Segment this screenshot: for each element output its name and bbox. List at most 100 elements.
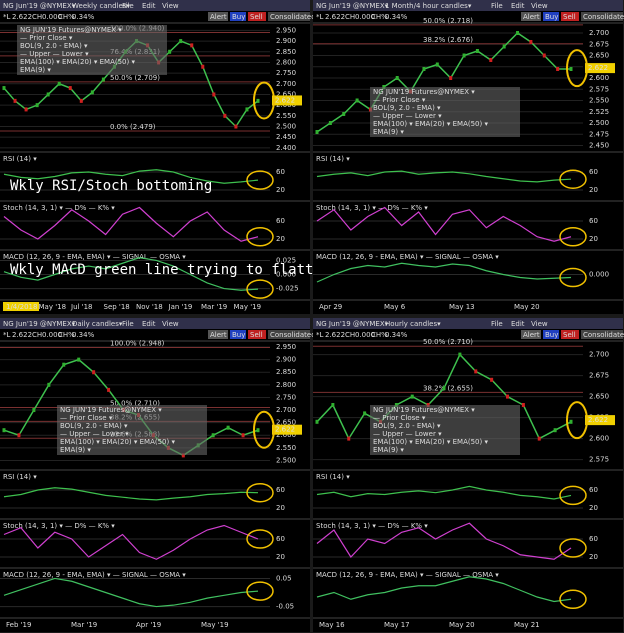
button[interactable] [521, 12, 541, 21]
button-label[interactable]: Buy [232, 13, 245, 21]
button[interactable] [543, 12, 559, 21]
button-label[interactable]: Sell [250, 13, 263, 21]
timeframe[interactable]: Hourly candles▾ [385, 320, 441, 328]
timeframe[interactable]: 1 Month/4 hour candles▾ [385, 2, 472, 10]
button[interactable] [208, 12, 228, 21]
candle [489, 58, 493, 62]
button-label[interactable]: Alert [523, 331, 540, 339]
y-tick-label: 2.950 [276, 343, 296, 351]
menu-item[interactable]: View [162, 320, 179, 328]
highlight-circle [559, 485, 587, 506]
menu-item[interactable]: Edit [142, 320, 156, 328]
button-label[interactable]: Sell [563, 13, 576, 21]
button-label[interactable]: Consolidated [270, 331, 316, 339]
button-label[interactable]: Alert [210, 331, 227, 339]
button[interactable] [268, 330, 310, 339]
chart-window: NG Jun'19 @NYMEX▾1 Month/4 hour candles▾… [313, 0, 624, 314]
y-tick-label: 0.05 [276, 574, 292, 582]
button[interactable] [581, 330, 623, 339]
button[interactable] [230, 330, 246, 339]
menu-item[interactable]: File [491, 320, 503, 328]
indicator-line [3, 487, 259, 501]
chart-window: NG Jun'19 @NYMEX▾Hourly candles▾ File Edit… [313, 318, 624, 632]
y-tick-label: 2.950 [276, 26, 296, 34]
button[interactable] [521, 330, 541, 339]
button[interactable] [561, 12, 579, 21]
button[interactable] [581, 12, 623, 21]
button-label[interactable]: Buy [545, 13, 558, 21]
button[interactable] [543, 330, 559, 339]
candle [569, 67, 573, 71]
indicator-line [316, 485, 572, 500]
menu-item[interactable]: File [122, 2, 134, 10]
button-label[interactable]: Sell [250, 331, 263, 339]
candle [490, 377, 494, 382]
candle [529, 40, 533, 44]
symbol[interactable]: NG Jun'19 @NYMEX▾ [3, 320, 76, 328]
button[interactable] [561, 330, 579, 339]
menu-item[interactable]: File [122, 320, 134, 328]
y-tick-label: 60 [589, 217, 598, 225]
y-tick-label: 0.000 [276, 271, 296, 279]
button-label[interactable]: Consolidated [583, 331, 624, 339]
legend-box [17, 25, 167, 75]
highlight-circle [559, 169, 587, 189]
indicator-line [316, 576, 572, 603]
button-label[interactable]: Buy [232, 331, 245, 339]
timeframe[interactable]: Weekly candles▾ [72, 2, 130, 10]
candle [342, 112, 346, 116]
button-label[interactable]: Buy [545, 331, 558, 339]
quote-field: *L [316, 331, 324, 339]
indicator-label: Stoch (14, 3, 1) ▾ — D% — K% ▾ [316, 522, 428, 530]
legend-entry: EMA(100) ▾ EMA(20) ▾ EMA(50) ▾ [60, 438, 175, 446]
button[interactable] [208, 330, 228, 339]
title-bar [0, 318, 310, 329]
symbol[interactable]: NG Jun'19 @NYMEX▾ [3, 2, 76, 10]
y-tick-label: 2.575 [589, 85, 609, 93]
candle [355, 98, 359, 103]
highlight-circle [566, 401, 588, 440]
menu-item[interactable]: Edit [511, 2, 525, 10]
button-label[interactable]: Alert [523, 13, 540, 21]
button[interactable] [248, 12, 266, 21]
highlight-circle [559, 538, 587, 558]
menu-item[interactable]: File [491, 2, 503, 10]
symbol[interactable]: NG Jun'19 @NYMEX▾ [316, 320, 389, 328]
candle [24, 107, 28, 112]
button[interactable] [248, 330, 266, 339]
candle [435, 62, 439, 67]
legend-entry: — Upper — Lower ▾ [373, 112, 442, 120]
button-label[interactable]: Consolidated [583, 13, 624, 21]
highlight-circle [246, 227, 274, 247]
candle [256, 98, 260, 103]
button-label[interactable]: Sell [563, 331, 576, 339]
menu-item[interactable]: View [531, 2, 548, 10]
button-label[interactable]: Alert [210, 13, 227, 21]
indicator-label: RSI (14) ▾ [3, 155, 37, 163]
y-tick-label: 2.650 [589, 393, 609, 401]
button[interactable] [268, 12, 310, 21]
y-tick-label: 20 [589, 186, 598, 194]
symbol[interactable]: NG Jun'19 @NYMEX▾ [316, 2, 389, 10]
legend-entry: EMA(100) ▾ EMA(20) ▾ EMA(50) ▾ [20, 58, 135, 66]
timeframe[interactable]: Daily candles▾ [72, 320, 123, 328]
menu-item[interactable]: Edit [142, 2, 156, 10]
candle [57, 81, 61, 86]
candle [315, 130, 319, 134]
indicator-label: RSI (14) ▾ [316, 473, 350, 481]
menu-item[interactable]: View [162, 2, 179, 10]
button-label[interactable]: Consolidated [270, 13, 316, 21]
y-tick-label: 2.900 [276, 356, 296, 364]
candle [223, 113, 227, 118]
menu-item[interactable]: View [531, 320, 548, 328]
button[interactable] [230, 12, 246, 21]
candle [256, 428, 260, 433]
title-bar [313, 0, 623, 11]
indicator-label: MACD (12, 26, 9 - EMA, EMA) ▾ — SIGNAL —… [316, 571, 499, 579]
quote-field: 0.34% [72, 331, 95, 339]
legend-entry: EMA(9) ▾ [373, 446, 404, 454]
x-tick-label: Apr '19 [136, 621, 161, 629]
menu-item[interactable]: Edit [511, 320, 525, 328]
y-tick-label: 2.700 [589, 351, 609, 359]
